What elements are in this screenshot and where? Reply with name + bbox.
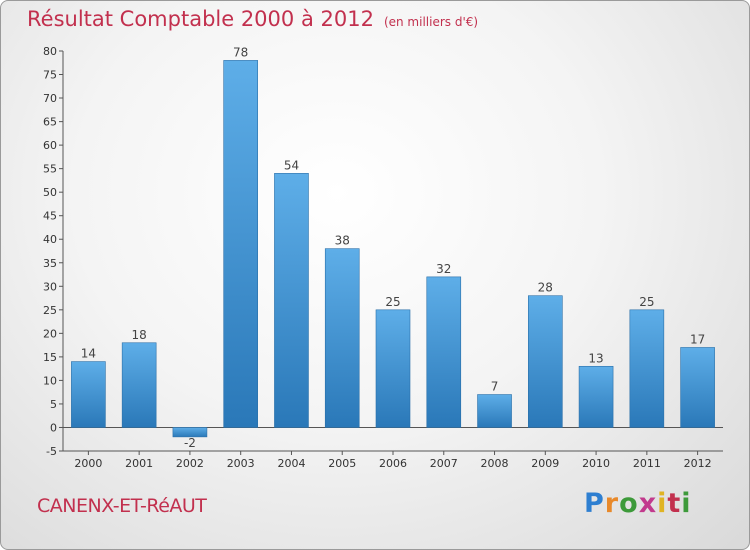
value-label: 17 xyxy=(690,332,705,346)
value-label: -2 xyxy=(184,436,196,450)
y-tick-label: 25 xyxy=(43,304,57,317)
y-tick-label: 45 xyxy=(43,210,57,223)
y-tick-label: 80 xyxy=(43,45,57,58)
x-tick-label: 2010 xyxy=(582,457,610,470)
bar xyxy=(426,276,462,428)
bar xyxy=(629,309,665,428)
bar xyxy=(274,173,309,428)
bar xyxy=(528,295,563,428)
logo-letter: P xyxy=(584,488,605,519)
value-label: 25 xyxy=(639,295,654,309)
bar xyxy=(172,427,208,438)
y-tick-label: 35 xyxy=(43,257,57,270)
value-label: 18 xyxy=(132,328,147,342)
y-tick-label: 20 xyxy=(43,327,57,340)
logo-letter: i xyxy=(681,488,692,519)
x-tick-label: 2001 xyxy=(125,457,153,470)
y-tick-label: 65 xyxy=(43,116,57,129)
y-tick-label: -5 xyxy=(46,445,57,458)
bar xyxy=(578,365,614,428)
bars xyxy=(71,60,715,438)
value-label: 28 xyxy=(538,281,553,295)
bar xyxy=(71,361,106,428)
bar xyxy=(375,309,411,428)
logo-letter: o xyxy=(619,488,639,519)
x-tick-label: 2012 xyxy=(684,457,712,470)
title-text: Résultat Comptable 2000 à 2012 xyxy=(27,7,374,31)
logo-letter: i xyxy=(657,488,668,519)
x-tick-label: 2005 xyxy=(328,457,356,470)
x-tick-label: 2009 xyxy=(531,457,559,470)
x-tick-label: 2006 xyxy=(379,457,407,470)
x-tick-label: 2003 xyxy=(227,457,255,470)
bar xyxy=(477,394,512,428)
x-tick-label: 2011 xyxy=(633,457,661,470)
x-tick-label: 2007 xyxy=(430,457,458,470)
value-label: 14 xyxy=(81,347,96,361)
bar-chart: -5 0 5 10 15 20 25 30 35 40 45 50 55 60 65 70 75 80 2000 14… xyxy=(43,45,723,470)
bar xyxy=(121,342,157,428)
y-tick-label: 75 xyxy=(43,69,57,82)
value-label: 25 xyxy=(385,295,400,309)
x-tick-label: 2000 xyxy=(74,457,102,470)
y-tick-label: 70 xyxy=(43,92,57,105)
logo-letter: t xyxy=(667,488,682,519)
commune-name: CANENX-ET-RéAUT xyxy=(37,495,207,517)
value-label: 78 xyxy=(233,45,248,59)
x-tick-label: 2002 xyxy=(176,457,204,470)
logo-letter: x xyxy=(638,488,658,519)
y-tick-label: 60 xyxy=(43,139,57,152)
chart-title: Résultat Comptable 2000 à 2012 (en millie… xyxy=(27,7,478,31)
chart-subtitle: (en milliers d'€) xyxy=(383,15,479,29)
labels: -5 0 5 10 15 20 25 30 35 40 45 50 55 60 65 70 75 80 2000 14… xyxy=(43,45,712,470)
proxiti-logo: Proxiti xyxy=(584,488,692,519)
bar xyxy=(680,347,715,428)
y-tick-label: 40 xyxy=(43,233,57,246)
value-label: 54 xyxy=(284,158,299,172)
value-label: 38 xyxy=(335,234,350,248)
logo-letter: r xyxy=(604,488,620,519)
x-tick-label: 2004 xyxy=(277,457,305,470)
y-tick-label: 55 xyxy=(43,163,57,176)
bar xyxy=(324,248,360,428)
y-tick-label: 15 xyxy=(43,351,57,364)
x-tick-label: 2008 xyxy=(481,457,509,470)
y-tick-label: 10 xyxy=(43,374,57,387)
bar xyxy=(223,60,258,428)
y-tick-label: 5 xyxy=(50,398,57,411)
value-label: 7 xyxy=(491,380,499,394)
y-tick-label: 50 xyxy=(43,186,57,199)
y-tick-label: 30 xyxy=(43,280,57,293)
value-label: 32 xyxy=(436,262,451,276)
y-tick-label: 0 xyxy=(50,421,57,434)
value-label: 13 xyxy=(588,351,603,365)
